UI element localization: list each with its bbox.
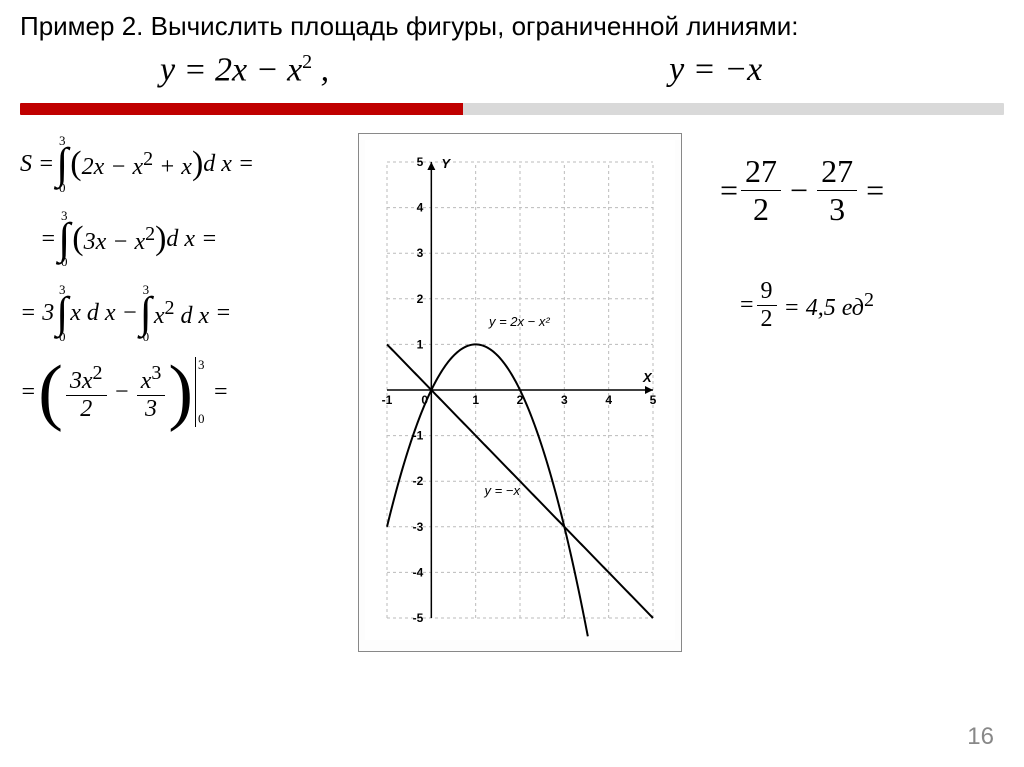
svg-text:Y: Y — [441, 156, 451, 171]
svg-text:y = −x: y = −x — [484, 483, 521, 498]
result-steps: = 27 2 − 27 3 = = 9 2 = 4,5 ед2 — [700, 133, 1000, 652]
integral-icon: 3 ∫ 0 — [56, 282, 68, 345]
open-paren-icon: ( — [70, 145, 81, 183]
r2-tail: = 4,5 ед2 — [784, 289, 874, 322]
step4-tail: = — [213, 379, 229, 406]
svg-text:-3: -3 — [413, 520, 424, 534]
step4-frac1: 3x2 2 — [66, 362, 107, 423]
step-4: = ( 3x2 2 − x3 3 ) 3 0 = — [20, 357, 340, 427]
result-1: = 27 2 − 27 3 = — [720, 153, 1000, 228]
close-bigparen-icon: ) — [168, 363, 193, 422]
svg-text:3: 3 — [417, 246, 424, 260]
close-paren-icon: ) — [192, 145, 203, 183]
r1-frac2: 27 3 — [817, 153, 857, 228]
svg-text:y = 2x − x²: y = 2x − x² — [488, 314, 550, 329]
svg-text:-4: -4 — [413, 565, 424, 579]
integral-icon: 3 ∫ 0 — [56, 133, 68, 196]
open-bigparen-icon: ( — [38, 363, 63, 422]
svg-text:-1: -1 — [382, 393, 393, 407]
svg-text:3: 3 — [561, 393, 568, 407]
step2-tail: d x = — [166, 226, 217, 253]
svg-text:5: 5 — [650, 393, 657, 407]
chart-box: -112345-5-4-3-2-112345XYy = 2x − x²y = −… — [358, 133, 682, 652]
calculation-steps: S = 3 ∫ 0 ( 2x − x2 + x ) d x = = 3 ∫ 0 … — [20, 133, 340, 652]
step3-mid: − — [122, 300, 138, 327]
result-2: = 9 2 = 4,5 ед2 — [740, 278, 1000, 333]
step-1: S = 3 ∫ 0 ( 2x − x2 + x ) d x = — [20, 133, 340, 196]
r1-frac1: 27 2 — [741, 153, 781, 228]
svg-text:1: 1 — [417, 337, 424, 351]
step3-tail: = — [215, 300, 231, 327]
step3-int1: x d x — [70, 300, 115, 327]
step4-mid: − — [114, 379, 130, 406]
step1-integrand: 2x − x2 + x — [82, 148, 192, 181]
step1-lead: S = — [20, 151, 54, 178]
step1-tail: d x = — [203, 151, 254, 178]
close-paren-icon: ) — [155, 220, 166, 258]
r2-frac: 9 2 — [757, 278, 777, 333]
svg-text:5: 5 — [417, 155, 424, 169]
step4-lead: = — [20, 379, 36, 406]
step-2: = 3 ∫ 0 ( 3x − x2 ) d x = — [40, 208, 340, 271]
svg-text:-5: -5 — [413, 611, 424, 625]
step3-lead: = 3 — [20, 300, 54, 327]
step-3: = 3 3 ∫ 0 x d x − 3 ∫ 0 x2 d x = — [20, 282, 340, 345]
svg-text:X: X — [642, 370, 653, 385]
divider-rule — [20, 103, 1004, 115]
r1-tail: = — [866, 172, 884, 209]
svg-text:-2: -2 — [413, 474, 424, 488]
function-chart: -112345-5-4-3-2-112345XYy = 2x − x²y = −… — [365, 140, 675, 640]
r1-mid: − — [790, 172, 808, 209]
svg-text:1: 1 — [472, 393, 479, 407]
content-row: S = 3 ∫ 0 ( 2x − x2 + x ) d x = = 3 ∫ 0 … — [0, 133, 1024, 652]
open-paren-icon: ( — [72, 220, 83, 258]
page-title: Пример 2. Вычислить площадь фигуры, огра… — [0, 0, 1024, 47]
integral-icon: 3 ∫ 0 — [58, 208, 70, 271]
integral-icon: 3 ∫ 0 — [140, 282, 152, 345]
svg-text:2: 2 — [417, 292, 424, 306]
chart-container: -112345-5-4-3-2-112345XYy = 2x − x²y = −… — [340, 133, 700, 652]
step3-int2: x2 d x — [154, 297, 209, 330]
svg-text:4: 4 — [605, 393, 612, 407]
equation-1: y = 2x − x2 , — [160, 51, 329, 89]
equation-2: y = −x — [669, 51, 762, 89]
step2-lead: = — [40, 226, 56, 253]
svg-text:0: 0 — [421, 393, 428, 407]
evaluation-bar-icon: 3 0 — [195, 357, 205, 427]
page-number: 16 — [967, 723, 994, 751]
step2-integrand: 3x − x2 — [84, 223, 156, 256]
step4-frac2: x3 3 — [137, 362, 166, 423]
r1-lead: = — [720, 172, 738, 209]
r2-lead: = — [740, 292, 754, 319]
problem-equations: y = 2x − x2 , y = −x — [0, 51, 1024, 89]
svg-text:4: 4 — [417, 200, 424, 214]
